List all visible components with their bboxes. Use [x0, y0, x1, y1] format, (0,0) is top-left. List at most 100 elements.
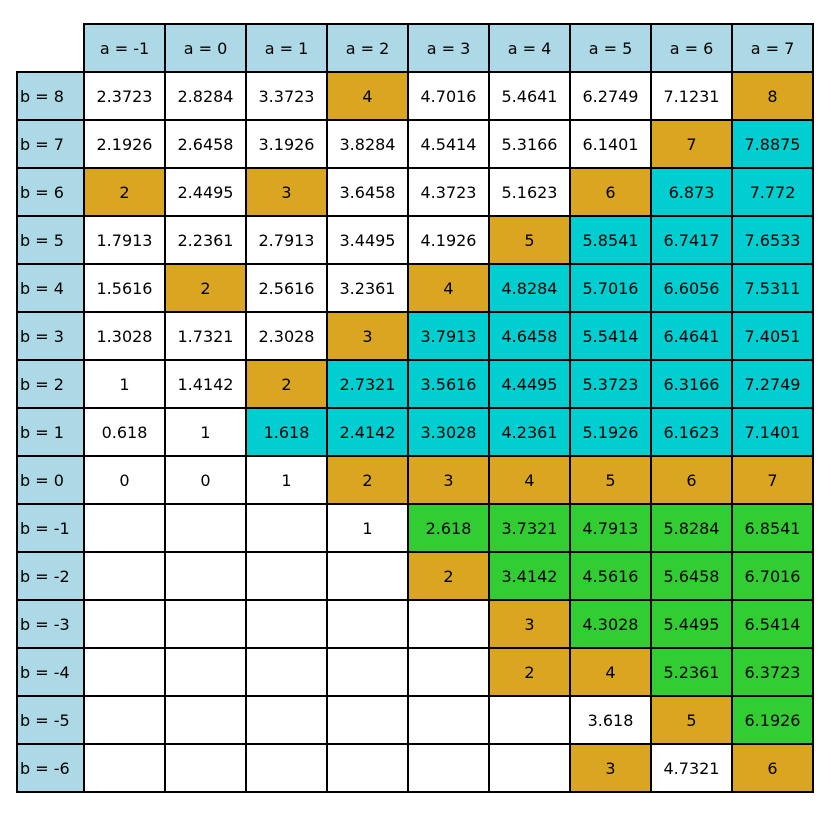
table-cell [326, 695, 409, 745]
table-cell: 5.1623 [488, 167, 571, 217]
table-cell [488, 743, 571, 793]
table-cell: 6.3166 [650, 359, 733, 409]
table-cell: 7.5311 [731, 263, 814, 313]
row-header: b = -3 [16, 599, 85, 649]
table-cell [164, 647, 247, 697]
table-cell: 1.7913 [83, 215, 166, 265]
table-cell: 2.3723 [83, 71, 166, 121]
table-cell: 5 [488, 215, 571, 265]
table-cell: 2 [245, 359, 328, 409]
table-cell: 2.5616 [245, 263, 328, 313]
table-cell: 6.2749 [569, 71, 652, 121]
table-cell: 6.4641 [650, 311, 733, 361]
column-header: a = 7 [731, 23, 814, 73]
table-cell: 7.4051 [731, 311, 814, 361]
table-row: b = 1 0.618 1 1.618 2.4142 3.3028 4.2361 5.1926… [16, 407, 814, 457]
table-cell: 3 [407, 455, 490, 505]
row-header: b = 7 [16, 119, 85, 169]
row-header: b = 8 [16, 71, 85, 121]
column-header: a = 3 [407, 23, 490, 73]
row-header: b = 3 [16, 311, 85, 361]
table-cell [407, 695, 490, 745]
row-header: b = 6 [16, 167, 85, 217]
table-cell: 0 [164, 455, 247, 505]
table-cell: 2.1926 [83, 119, 166, 169]
table-cell: 0 [83, 455, 166, 505]
table-cell [83, 551, 166, 601]
table-cell: 2 [164, 263, 247, 313]
table-cell: 6.7016 [731, 551, 814, 601]
table-cell: 4 [569, 647, 652, 697]
table-cell: 6.3723 [731, 647, 814, 697]
table-cell [326, 599, 409, 649]
table-cell: 4.7913 [569, 503, 652, 553]
table-cell [407, 743, 490, 793]
table-cell: 6 [569, 167, 652, 217]
table-row: b = 4 1.5616 2 2.5616 3.2361 4 4.8284 5.7016 6.6… [16, 263, 814, 313]
table-cell: 5.6458 [650, 551, 733, 601]
table-cell: 1.3028 [83, 311, 166, 361]
row-header: b = -5 [16, 695, 85, 745]
table-cell: 5 [569, 455, 652, 505]
row-header: b = 1 [16, 407, 85, 457]
table-cell [83, 695, 166, 745]
table-cell: 7.8875 [731, 119, 814, 169]
table-cell: 2.7913 [245, 215, 328, 265]
table-cell: 5.3166 [488, 119, 571, 169]
table-cell: 3.3723 [245, 71, 328, 121]
table-row: b = 6 2 2.4495 3 3.6458 4.3723 5.1623 6 6.873 7.7… [16, 167, 814, 217]
table-cell [83, 647, 166, 697]
table-cell: 6 [650, 455, 733, 505]
table-cell: 3.6458 [326, 167, 409, 217]
table-cell [245, 599, 328, 649]
table-cell: 5.2361 [650, 647, 733, 697]
column-header: a = 5 [569, 23, 652, 73]
table-cell: 5 [650, 695, 733, 745]
table-cell: 5.7016 [569, 263, 652, 313]
table-cell: 3.1926 [245, 119, 328, 169]
table-cell: 8 [731, 71, 814, 121]
table-cell [83, 503, 166, 553]
table-cell: 5.4495 [650, 599, 733, 649]
table-cell: 2.8284 [164, 71, 247, 121]
table-cell: 6.7417 [650, 215, 733, 265]
column-header: a = 1 [245, 23, 328, 73]
table-row: b = -3 3 4.3028 5.4495 6.5414 [16, 599, 814, 649]
table-cell [164, 599, 247, 649]
table-cell [164, 695, 247, 745]
table-cell: 3 [326, 311, 409, 361]
table-cell: 6.1401 [569, 119, 652, 169]
table-cell [164, 743, 247, 793]
table-row: b = -5 3.618 5 6.1926 [16, 695, 814, 745]
table-cell: 1 [83, 359, 166, 409]
table-cell [407, 647, 490, 697]
table-cell [326, 743, 409, 793]
table-cell: 1.618 [245, 407, 328, 457]
table-cell: 7.772 [731, 167, 814, 217]
table-row: b = 3 1.3028 1.7321 2.3028 3 3.7913 4.6458 5.54… [16, 311, 814, 361]
table-cell: 2.4142 [326, 407, 409, 457]
table-row: b = 7 2.1926 2.6458 3.1926 3.8284 4.5414 5.316… [16, 119, 814, 169]
table-cell: 4.3723 [407, 167, 490, 217]
table-cell: 4 [488, 455, 571, 505]
table-cell: 6.873 [650, 167, 733, 217]
table-row: b = 5 1.7913 2.2361 2.7913 3.4495 4.1926 5 5.85… [16, 215, 814, 265]
table-cell [326, 647, 409, 697]
table-body: b = 8 2.3723 2.8284 3.3723 4 4.7016 5.4641 6.27… [16, 71, 814, 793]
row-header: b = 4 [16, 263, 85, 313]
table-cell: 7 [650, 119, 733, 169]
table-cell: 3.7913 [407, 311, 490, 361]
table-cell [164, 551, 247, 601]
table-cell: 6.6056 [650, 263, 733, 313]
table-cell: 2.4495 [164, 167, 247, 217]
column-header: a = 4 [488, 23, 571, 73]
table-cell [245, 743, 328, 793]
table-cell: 5.4641 [488, 71, 571, 121]
table-cell [83, 599, 166, 649]
row-header: b = 5 [16, 215, 85, 265]
table-corner [17, 24, 84, 72]
table-cell: 2.2361 [164, 215, 247, 265]
table-cell: 5.8284 [650, 503, 733, 553]
table-cell: 6 [731, 743, 814, 793]
